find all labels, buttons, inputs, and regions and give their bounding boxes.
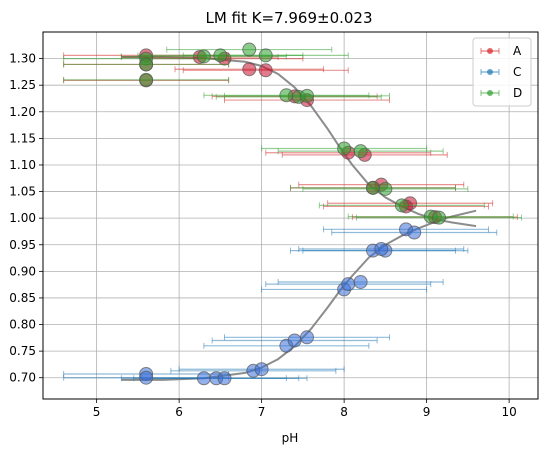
y-tick-label: 1.30 xyxy=(9,52,36,66)
legend-marker xyxy=(487,48,493,54)
y-tick-label: 1.25 xyxy=(9,78,36,92)
data-point xyxy=(374,242,389,257)
data-point xyxy=(432,210,446,225)
data-point xyxy=(337,141,352,156)
fit-curve xyxy=(121,209,477,381)
data-point xyxy=(287,333,302,348)
data-point xyxy=(300,88,314,103)
chart-title: LM fit K=7.969±0.023 xyxy=(205,9,372,27)
data-point xyxy=(242,42,257,57)
data-point xyxy=(196,49,211,64)
y-tick-label: 0.90 xyxy=(9,264,36,278)
y-tick-label: 1.00 xyxy=(9,211,36,225)
legend-entry-A: A xyxy=(480,44,522,58)
x-tick-label: 9 xyxy=(423,405,431,419)
series-A xyxy=(63,48,518,225)
x-axis-ticks: 5 6 7 8 9 10 xyxy=(93,399,517,419)
data-point xyxy=(279,88,294,103)
data-point xyxy=(341,277,356,292)
legend-marker xyxy=(487,90,493,96)
fit-curves xyxy=(121,56,477,381)
legend-label: A xyxy=(513,44,522,58)
data-point xyxy=(217,371,232,386)
y-tick-label: 0.80 xyxy=(9,318,36,332)
x-tick-label: 10 xyxy=(501,405,516,419)
data-point xyxy=(366,180,380,195)
legend-box xyxy=(472,37,532,107)
legend-entry-C: C xyxy=(480,65,521,79)
x-tick-label: 8 xyxy=(340,405,348,419)
x-tick-label: 6 xyxy=(175,405,183,419)
data-point xyxy=(139,57,154,72)
plot-frame xyxy=(42,31,539,400)
data-point xyxy=(353,274,368,289)
legend-marker xyxy=(487,69,493,75)
fit-curve xyxy=(121,56,477,228)
x-tick-label: 5 xyxy=(93,405,101,419)
y-tick-label: 0.75 xyxy=(9,344,36,358)
data-point xyxy=(254,362,269,377)
y-tick-label: 0.95 xyxy=(9,238,36,252)
data-point xyxy=(300,330,314,345)
data-point xyxy=(258,48,273,63)
y-axis-ticks: 0.70 0.75 0.80 0.85 0.90 0.95 1.00 1.05 1.10 1.15… xyxy=(9,52,43,385)
legend-entry-D: D xyxy=(480,86,522,100)
y-tick-label: 1.15 xyxy=(9,131,36,145)
data-point xyxy=(258,63,273,78)
data-point xyxy=(196,371,211,386)
data-point xyxy=(139,72,154,87)
data-point xyxy=(407,225,422,240)
data-series xyxy=(63,42,522,386)
data-point xyxy=(394,198,409,213)
y-tick-label: 0.85 xyxy=(9,291,36,305)
legend: ACD xyxy=(472,37,532,107)
data-point xyxy=(242,62,257,77)
x-tick-label: 7 xyxy=(258,405,266,419)
y-tick-label: 1.05 xyxy=(9,185,36,199)
y-tick-label: 1.20 xyxy=(9,105,36,119)
legend-label: D xyxy=(513,86,522,100)
data-point xyxy=(213,48,228,63)
data-point xyxy=(353,144,368,159)
y-tick-label: 0.70 xyxy=(9,371,36,385)
series-C xyxy=(63,222,498,386)
series-D xyxy=(63,42,522,225)
y-tick-label: 1.10 xyxy=(9,158,36,172)
data-point xyxy=(139,370,154,385)
legend-label: C xyxy=(513,65,521,79)
x-axis-label: pH xyxy=(282,431,299,445)
data-point xyxy=(378,181,393,196)
